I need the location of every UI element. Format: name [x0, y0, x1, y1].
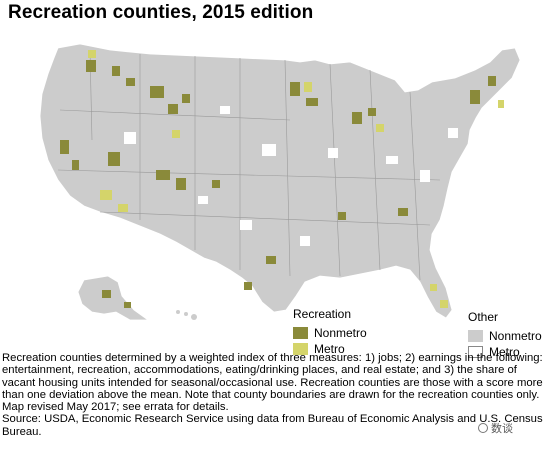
recreation-nonmetro-counties — [60, 60, 496, 308]
legend-recreation-heading: Recreation — [293, 307, 352, 321]
alaska-shape — [77, 275, 149, 320]
legend-item-other-nonmetro: Nonmetro — [468, 328, 542, 344]
watermark-text: 数谈 — [491, 423, 513, 435]
legend-item-recreation-nonmetro: Nonmetro — [293, 325, 367, 341]
legend-label-recreation-nonmetro: Nonmetro — [314, 326, 367, 340]
watermark: 数谈 — [478, 420, 513, 436]
contiguous-us-shape — [39, 43, 521, 319]
notes-description: Recreation counties determined by a weig… — [2, 352, 543, 414]
recreation-metro-counties — [88, 50, 504, 308]
legend-recreation: Recreation Nonmetro Metro — [293, 307, 367, 357]
legend-swatch-other-nonmetro — [468, 330, 483, 342]
legend-swatch-other-metro — [468, 346, 483, 358]
legend-label-other-metro: Metro — [489, 345, 520, 359]
legend-label-recreation-metro: Metro — [314, 342, 345, 356]
legend-swatch-recreation-metro — [293, 343, 308, 355]
state-boundaries — [57, 49, 441, 281]
watermark-logo-icon — [478, 423, 488, 433]
map-notes: Recreation counties determined by a weig… — [2, 352, 548, 438]
other-metro-counties — [124, 106, 458, 246]
legend-swatch-recreation-nonmetro — [293, 327, 308, 339]
us-county-map — [39, 43, 521, 320]
legend-label-other-nonmetro: Nonmetro — [489, 329, 542, 343]
legend-other: Other Nonmetro Metro — [468, 310, 542, 360]
legend-item-recreation-metro: Metro — [293, 341, 367, 357]
map-title: Recreation counties, 2015 edition — [8, 2, 314, 23]
notes-source: Source: USDA, Economic Research Service … — [2, 413, 543, 438]
hawaii-shape — [176, 310, 197, 320]
legend-other-heading: Other — [468, 310, 499, 324]
legend-item-other-metro: Metro — [468, 344, 542, 360]
